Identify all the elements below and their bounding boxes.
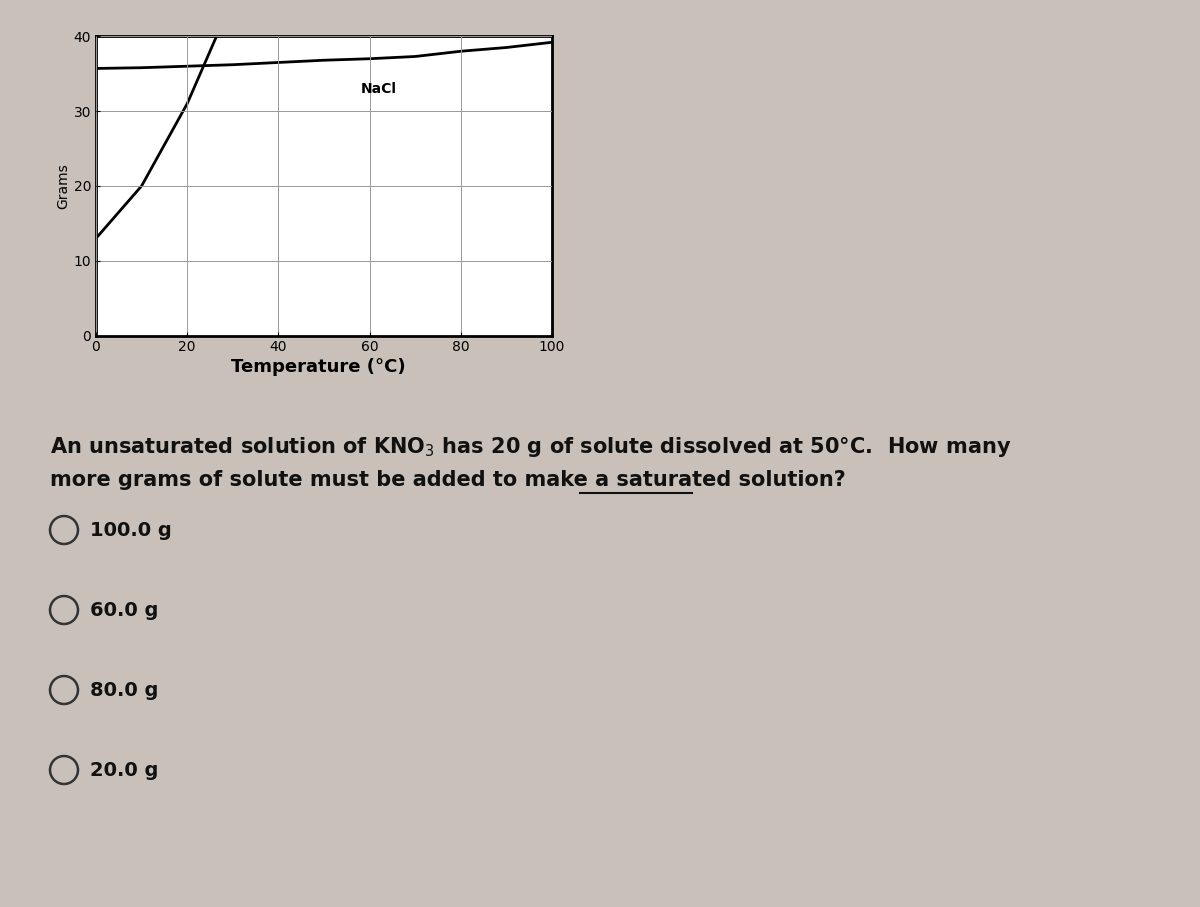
Text: 100.0 g: 100.0 g <box>90 521 172 540</box>
Text: 20.0 g: 20.0 g <box>90 760 158 779</box>
Y-axis label: Grams: Grams <box>56 163 71 209</box>
Text: NaCl: NaCl <box>360 82 396 95</box>
Text: 60.0 g: 60.0 g <box>90 600 158 619</box>
Text: 80.0 g: 80.0 g <box>90 680 158 699</box>
Text: more grams of solute must be added to make a saturated solution?: more grams of solute must be added to ma… <box>50 470 846 490</box>
Text: An unsaturated solution of KNO$_3$ has 20 g of solute dissolved at 50°C.  How ma: An unsaturated solution of KNO$_3$ has 2… <box>50 435 1012 459</box>
Text: Temperature (°C): Temperature (°C) <box>230 358 406 376</box>
